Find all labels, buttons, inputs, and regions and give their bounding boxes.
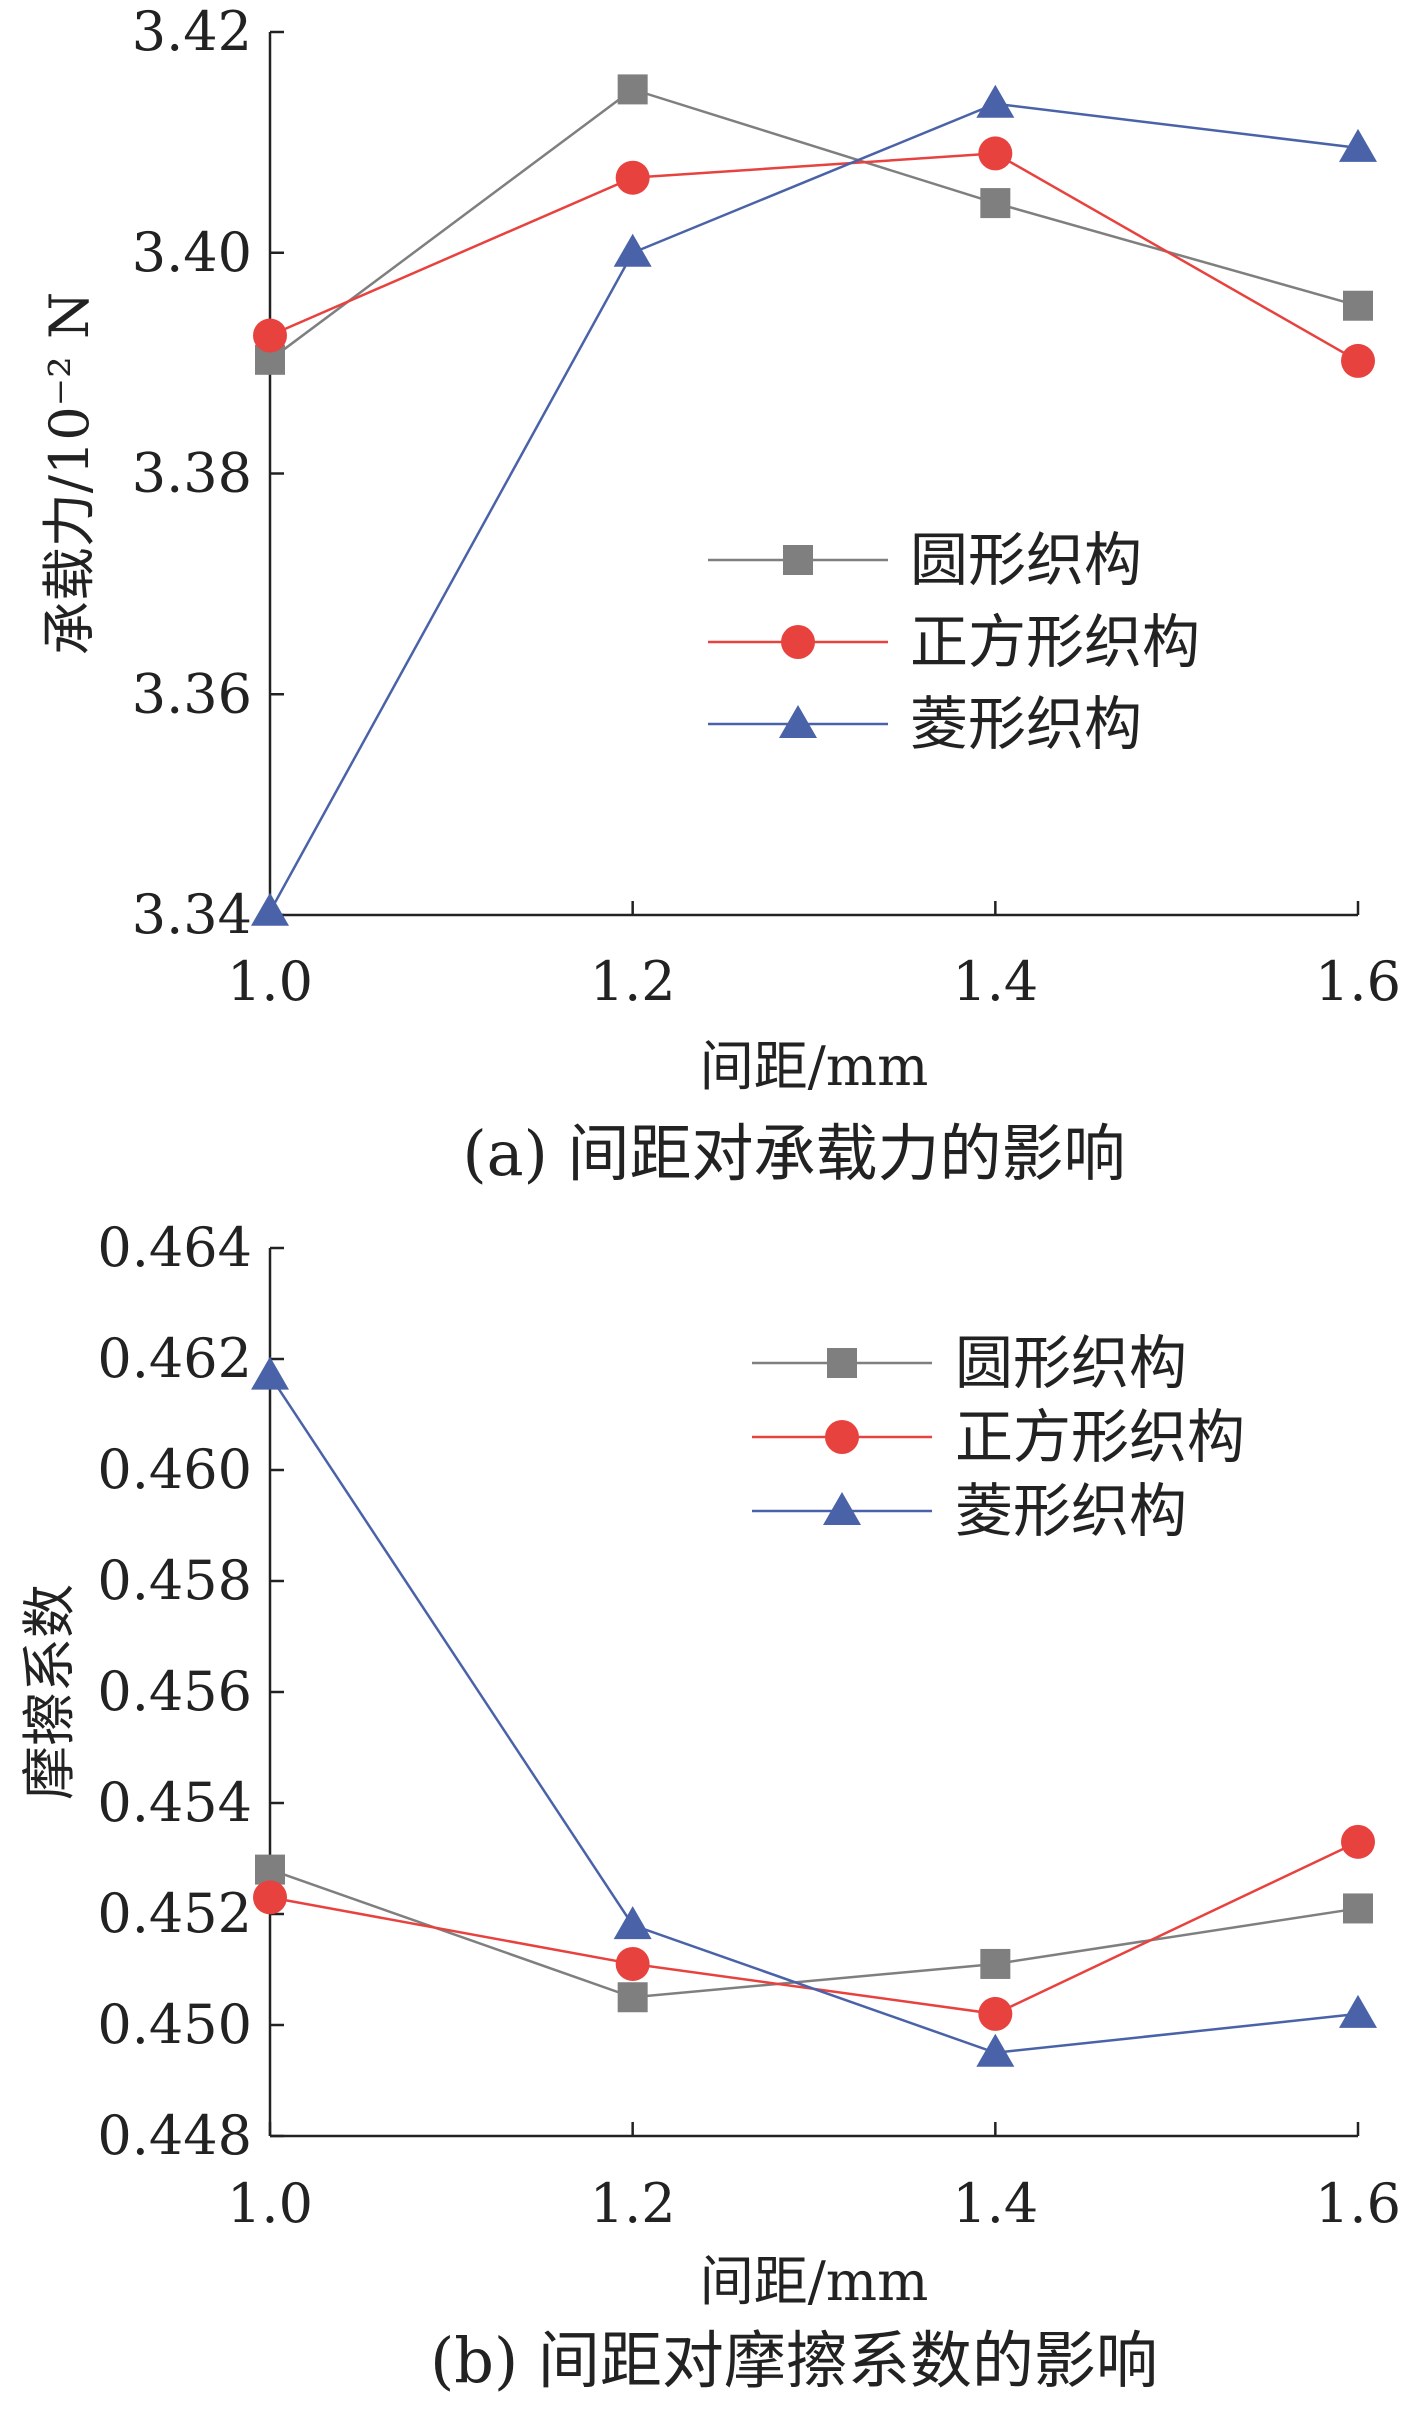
legend-item: 正方形织构 <box>708 608 1200 676</box>
data-point <box>613 233 652 267</box>
series-line <box>269 152 1359 363</box>
legend-marker <box>783 545 813 575</box>
legend-marker <box>779 705 817 738</box>
y-tick-label: 0.456 <box>97 1660 252 1723</box>
x-tick-label: 1.2 <box>590 2172 676 2235</box>
data-point <box>978 136 1013 171</box>
series-square <box>255 74 1373 375</box>
data-point <box>980 188 1011 219</box>
data-point <box>615 160 650 195</box>
legend-item: 圆形织构 <box>752 1329 1187 1397</box>
data-point <box>617 1982 648 2013</box>
legend-marker <box>781 625 815 659</box>
data-point <box>253 318 287 353</box>
y-tick-label: 3.42 <box>132 0 252 63</box>
series-line <box>269 88 1359 361</box>
data-point <box>617 74 648 105</box>
legend-marker <box>825 1420 859 1454</box>
data-point <box>613 1906 652 1940</box>
y-tick-label: 3.34 <box>132 883 252 946</box>
data-point <box>1339 1994 1377 2028</box>
y-tick-label: 0.458 <box>97 1549 252 1612</box>
data-point <box>1339 128 1377 162</box>
y-tick-label: 0.460 <box>97 1438 252 1501</box>
legend-label: 正方形织构 <box>955 1403 1245 1471</box>
data-point <box>1341 1824 1375 1859</box>
series-triangle <box>251 1356 1377 2067</box>
x-tick-label: 1.4 <box>952 950 1038 1013</box>
data-point <box>1343 1893 1373 1924</box>
x-tick-label: 1.2 <box>590 950 676 1013</box>
legend-label: 圆形织构 <box>955 1329 1187 1397</box>
y-tick-label: 3.36 <box>132 662 252 725</box>
x-tick-label: 1.6 <box>1315 950 1401 1013</box>
y-tick-label: 0.452 <box>97 1882 252 1945</box>
data-point <box>1343 290 1373 321</box>
x-axis-title: 间距/mm <box>700 1035 929 1098</box>
series-square <box>255 1854 1373 2013</box>
data-point <box>976 84 1015 118</box>
legend-label: 正方形织构 <box>910 608 1200 676</box>
y-tick-label: 0.454 <box>97 1771 252 1834</box>
chart-caption: (a) 间距对承载力的影响 <box>462 1117 1125 1190</box>
y-tick-label: 3.40 <box>132 221 252 284</box>
legend-marker <box>823 1492 861 1525</box>
data-point <box>253 1880 287 1915</box>
x-axis-title: 间距/mm <box>700 2250 929 2313</box>
legend-item: 菱形织构 <box>752 1477 1187 1545</box>
legend-item: 圆形织构 <box>708 526 1142 594</box>
legend-label: 圆形织构 <box>910 526 1142 594</box>
data-point <box>251 1356 289 1390</box>
chart-b: 0.448 0.450 0.452 0.454 0.456 0.458 0.460 0.462… <box>18 1216 1401 2397</box>
data-point <box>980 1948 1011 1979</box>
x-tick-label: 1.4 <box>952 2172 1038 2235</box>
legend-item: 菱形织构 <box>708 690 1142 758</box>
data-point <box>978 1996 1013 2031</box>
data-point <box>255 1854 285 1885</box>
data-point <box>976 2033 1015 2067</box>
y-tick-label: 3.38 <box>132 442 252 505</box>
series-triangle <box>251 84 1377 926</box>
x-tick-label: 1.6 <box>1315 2172 1401 2235</box>
x-tick-label: 1.0 <box>227 2172 313 2235</box>
series-circle <box>253 1824 1375 2031</box>
legend-label: 菱形织构 <box>955 1477 1187 1545</box>
chart-a: 3.34 3.36 3.38 3.40 3.42 1.0 1.2 1.4 1.6 间距/mm 承载力… <box>38 0 1401 1190</box>
legend-item: 正方形织构 <box>752 1403 1245 1471</box>
legend-marker <box>827 1348 857 1378</box>
data-point <box>251 892 289 926</box>
data-point <box>1341 343 1375 378</box>
series-circle <box>253 136 1375 378</box>
series-line <box>268 1374 1359 2055</box>
series-line <box>268 102 1359 913</box>
y-axis-title: 摩擦系数 <box>18 1584 81 1800</box>
y-tick-label: 0.462 <box>97 1327 252 1390</box>
y-tick-label: 0.464 <box>97 1216 252 1279</box>
x-tick-label: 1.0 <box>227 950 313 1013</box>
data-point <box>615 1946 650 1981</box>
series-line <box>269 1868 1359 1999</box>
legend-label: 菱形织构 <box>910 690 1142 758</box>
chart-caption: (b) 间距对摩擦系数的影响 <box>430 2324 1158 2397</box>
y-tick-label: 0.450 <box>97 1993 252 2056</box>
y-tick-label: 0.448 <box>97 2104 252 2167</box>
y-axis-title: 承载力/10⁻² N <box>38 292 101 655</box>
